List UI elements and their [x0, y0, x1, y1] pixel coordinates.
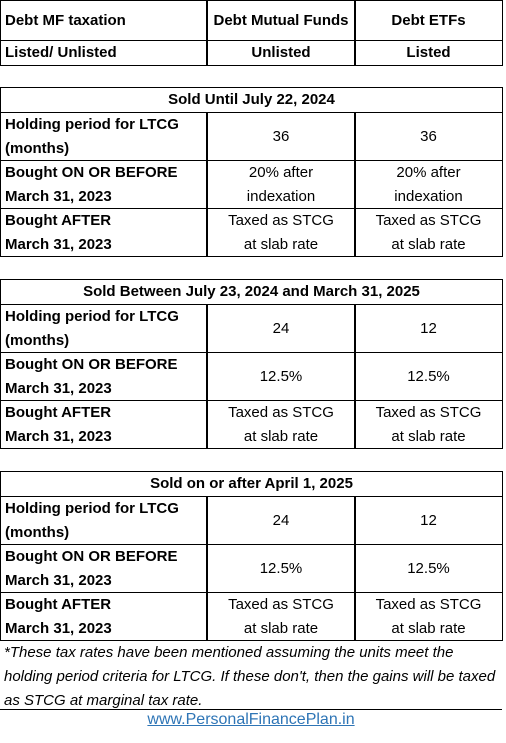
cell-text: at slab rate [243, 427, 319, 445]
cell-text: Taxed as STCG [375, 211, 482, 229]
cell-text: Holding period for LTCG [5, 115, 179, 133]
cell-text: March 31, 2023 [5, 187, 112, 205]
cell-text: 36 [272, 127, 290, 145]
value-cell: 12 [354, 496, 503, 545]
value-cell: Unlisted [206, 40, 356, 66]
cell-text: Taxed as STCG [228, 211, 334, 229]
row-label: Bought ON OR BEFORE March 31, 2023 [0, 544, 208, 593]
value-cell: Debt Mutual Funds [206, 0, 356, 41]
value-cell: 24 [206, 304, 356, 353]
cell-text: at slab rate [391, 235, 466, 253]
value-cell: Debt ETFs [354, 0, 503, 41]
value-cell: Taxed as STCG at slab rate [206, 208, 356, 257]
cell-text: (months) [5, 139, 70, 157]
website-link[interactable]: www.PersonalFinancePlan.in [147, 711, 355, 728]
cell-text: Debt Mutual Funds [213, 11, 349, 29]
value-cell: 12.5% [354, 544, 503, 593]
cell-text: Bought AFTER [5, 595, 112, 613]
row-label: Holding period for LTCG (months) [0, 496, 208, 545]
cell-text: Bought AFTER [5, 403, 112, 421]
section-title: Sold Between July 23, 2024 and March 31,… [0, 279, 503, 305]
value-cell: 12.5% [354, 352, 503, 401]
row-label: Bought ON OR BEFORE March 31, 2023 [0, 352, 208, 401]
cell-text: at slab rate [391, 619, 466, 637]
cell-text: 12.5% [407, 559, 450, 577]
value-cell: Taxed as STCG at slab rate [354, 400, 503, 449]
value-cell: 24 [206, 496, 356, 545]
row-label: Listed/ Unlisted [0, 40, 208, 66]
row-label: Holding period for LTCG (months) [0, 112, 208, 161]
cell-text: Holding period for LTCG [5, 499, 179, 517]
cell-text: Taxed as STCG [228, 403, 334, 421]
row-label: Bought AFTER March 31, 2023 [0, 400, 208, 449]
row-label: Debt MF taxation [0, 0, 208, 41]
cell-text: March 31, 2023 [5, 427, 112, 445]
cell-text: Taxed as STCG [228, 595, 334, 613]
value-cell: Taxed as STCG at slab rate [206, 592, 356, 641]
cell-text: March 31, 2023 [5, 571, 112, 589]
cell-text: (months) [5, 331, 70, 349]
cell-text: Bought ON OR BEFORE [5, 547, 178, 565]
section-title-text: Sold Until July 22, 2024 [168, 91, 335, 108]
value-cell: Taxed as STCG at slab rate [206, 400, 356, 449]
cell-text: 12.5% [259, 559, 303, 577]
cell-text: (months) [5, 523, 70, 541]
cell-text: Bought ON OR BEFORE [5, 355, 178, 373]
cell-text: Bought AFTER [5, 211, 112, 229]
value-cell: 20% after indexation [354, 160, 503, 209]
cell-text: 20% after [396, 163, 461, 181]
cell-text: March 31, 2023 [5, 619, 112, 637]
cell-text: indexation [394, 187, 463, 205]
cell-text: 12.5% [259, 367, 303, 385]
row-label: Holding period for LTCG (months) [0, 304, 208, 353]
cell-text: Debt MF taxation [5, 11, 126, 29]
row-label: Bought AFTER March 31, 2023 [0, 592, 208, 641]
cell-text: March 31, 2023 [5, 235, 112, 253]
cell-text: March 31, 2023 [5, 379, 112, 397]
cell-text: 12.5% [407, 367, 450, 385]
value-cell: 36 [354, 112, 503, 161]
footnote: *These tax rates have been mentioned ass… [4, 644, 496, 709]
value-cell: 36 [206, 112, 356, 161]
cell-text: 12 [420, 511, 437, 529]
value-cell: 12.5% [206, 352, 356, 401]
value-cell: 12.5% [206, 544, 356, 593]
section-title-text: Sold Between July 23, 2024 and March 31,… [83, 283, 420, 300]
cell-text: Bought ON OR BEFORE [5, 163, 178, 181]
value-cell: 12 [354, 304, 503, 353]
cell-text: at slab rate [391, 427, 466, 445]
cell-text: 12 [420, 319, 437, 337]
cell-text: 24 [272, 511, 290, 529]
row-label: Bought ON OR BEFORE March 31, 2023 [0, 160, 208, 209]
section-title: Sold Until July 22, 2024 [0, 87, 503, 113]
cell-text: Debt ETFs [391, 11, 466, 29]
cell-text: 36 [420, 127, 437, 145]
cell-text: Unlisted [251, 44, 311, 61]
section-title: Sold on or after April 1, 2025 [0, 471, 503, 497]
cell-text: 20% after [248, 163, 314, 181]
cell-text: indexation [246, 187, 316, 205]
rule [0, 709, 502, 710]
cell-text: at slab rate [243, 619, 319, 637]
cell-text: at slab rate [243, 235, 319, 253]
value-cell: Taxed as STCG at slab rate [354, 208, 503, 257]
cell-text: 24 [272, 319, 290, 337]
cell-text: Taxed as STCG [375, 595, 482, 613]
value-cell: Listed [354, 40, 503, 66]
value-cell: 20% after indexation [206, 160, 356, 209]
section-title-text: Sold on or after April 1, 2025 [150, 475, 353, 492]
row-label: Bought AFTER March 31, 2023 [0, 208, 208, 257]
cell-text: Listed/ Unlisted [5, 44, 117, 61]
value-cell: Taxed as STCG at slab rate [354, 592, 503, 641]
cell-text: Listed [406, 44, 451, 61]
cell-text: Taxed as STCG [375, 403, 482, 421]
cell-text: Holding period for LTCG [5, 307, 179, 325]
